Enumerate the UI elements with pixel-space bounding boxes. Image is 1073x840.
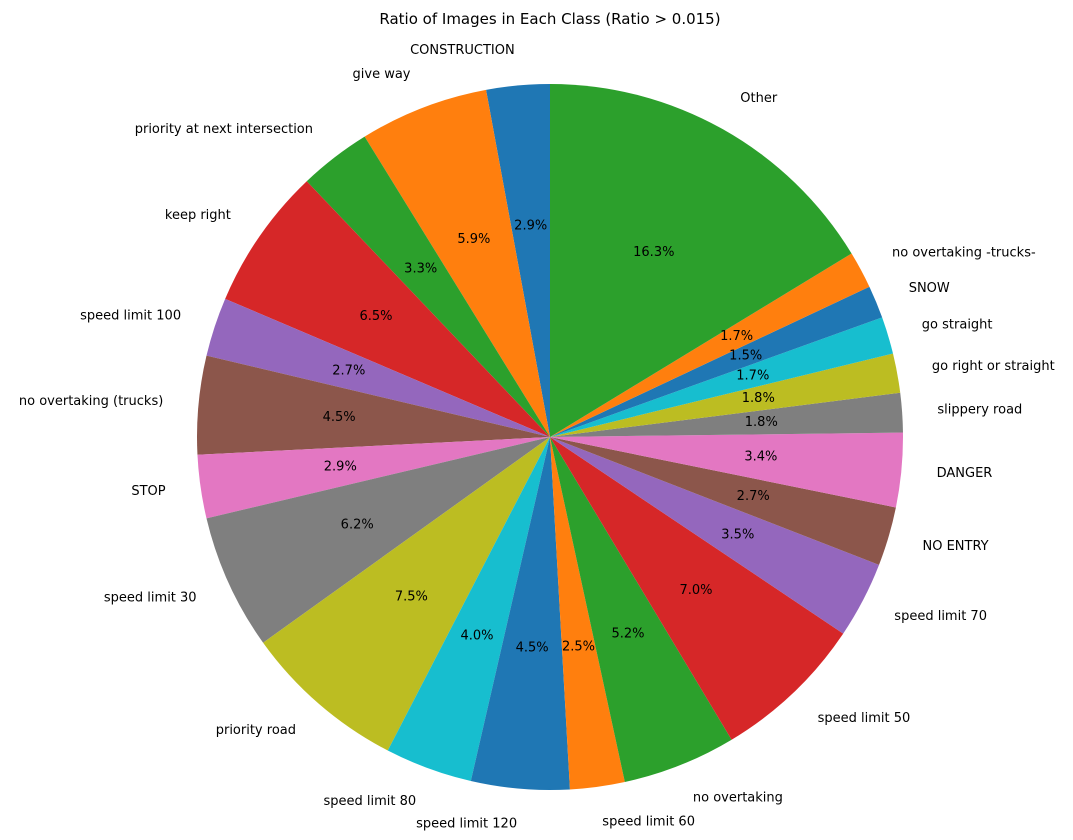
pie-slice — [550, 437, 896, 565]
slice-percentage-label: 6.2% — [341, 517, 374, 532]
slice-percentage-label: 16.3% — [633, 245, 674, 260]
slice-label: give way — [353, 67, 411, 82]
pie-slice — [263, 437, 550, 751]
slice-percentage-label: 2.9% — [514, 219, 547, 234]
pie-slice — [550, 353, 901, 437]
pie-slice — [550, 253, 870, 437]
slice-label: no overtaking (trucks) — [19, 394, 163, 409]
labels-layer: CONSTRUCTION 2.9% give way 5.9% priority at … — [19, 43, 1055, 832]
slice-percentage-label: 4.5% — [516, 641, 549, 656]
pie-slice — [306, 136, 550, 437]
slice-percentage-label: 1.7% — [736, 369, 769, 384]
pie-slice — [550, 286, 883, 437]
slice-label: NO ENTRY — [923, 539, 989, 554]
pie-slice — [225, 181, 550, 437]
pie-slice — [550, 437, 732, 782]
slice-label: no overtaking -trucks- — [892, 246, 1036, 261]
slice-label: keep right — [165, 208, 231, 223]
slice-percentage-label: 2.7% — [737, 489, 770, 504]
slice-label: speed limit 50 — [818, 711, 911, 726]
slice-label: CONSTRUCTION — [410, 43, 515, 58]
slice-label: speed limit 30 — [104, 590, 197, 605]
slice-percentage-label: 7.0% — [679, 583, 712, 598]
pie-slice — [197, 437, 550, 519]
pie-slice — [550, 392, 903, 437]
slice-label: priority at next intersection — [135, 122, 313, 137]
slice-label: go right or straight — [932, 359, 1055, 374]
slice-percentage-label: 1.8% — [745, 415, 778, 430]
slice-percentage-label: 2.5% — [562, 639, 595, 654]
slice-label: slippery road — [937, 403, 1022, 418]
slice-label: go straight — [922, 318, 993, 333]
pie-slice — [550, 432, 903, 508]
slice-percentage-label: 1.8% — [742, 391, 775, 406]
slice-label: speed limit 100 — [80, 308, 181, 323]
pie-slice — [206, 437, 550, 643]
pie-slice — [550, 437, 625, 790]
slice-label: no overtaking — [693, 791, 783, 806]
slice-percentage-label: 6.5% — [359, 309, 392, 324]
pie-slice — [387, 437, 550, 782]
slice-percentage-label: 4.0% — [460, 628, 493, 643]
slice-label: Other — [740, 91, 778, 106]
pie-slice — [550, 84, 852, 437]
slice-percentage-label: 3.3% — [404, 262, 437, 277]
slice-percentage-label: 1.5% — [729, 348, 762, 363]
pie-slice — [206, 298, 550, 437]
pie-slice — [197, 355, 550, 455]
slice-percentage-label: 3.4% — [744, 449, 777, 464]
slice-label: speed limit 60 — [602, 814, 695, 829]
slice-label: speed limit 120 — [416, 816, 517, 831]
slice-percentage-label: 2.7% — [332, 363, 365, 378]
slice-percentage-label: 5.2% — [611, 626, 644, 641]
slice-percentage-label: 5.9% — [457, 232, 490, 247]
pie-slice — [550, 317, 893, 437]
chart-title: Ratio of Images in Each Class (Ratio > 0… — [379, 10, 720, 28]
slice-percentage-label: 7.5% — [395, 590, 428, 605]
slice-label: STOP — [131, 484, 165, 499]
slices-layer — [197, 84, 903, 791]
slice-label: speed limit 70 — [894, 609, 987, 624]
pie-slice — [550, 437, 880, 634]
pie-slice — [486, 84, 550, 437]
slice-label: DANGER — [937, 466, 993, 481]
slice-label: priority road — [216, 723, 296, 738]
slice-percentage-label: 2.9% — [324, 459, 357, 474]
pie-slice — [364, 89, 550, 437]
pie-slice — [550, 437, 844, 740]
slice-label: SNOW — [909, 281, 950, 296]
pie-slice — [470, 437, 570, 791]
slice-percentage-label: 3.5% — [721, 527, 754, 542]
slice-label: speed limit 80 — [324, 794, 417, 809]
slice-percentage-label: 4.5% — [323, 410, 356, 425]
slice-percentage-label: 1.7% — [720, 329, 753, 344]
